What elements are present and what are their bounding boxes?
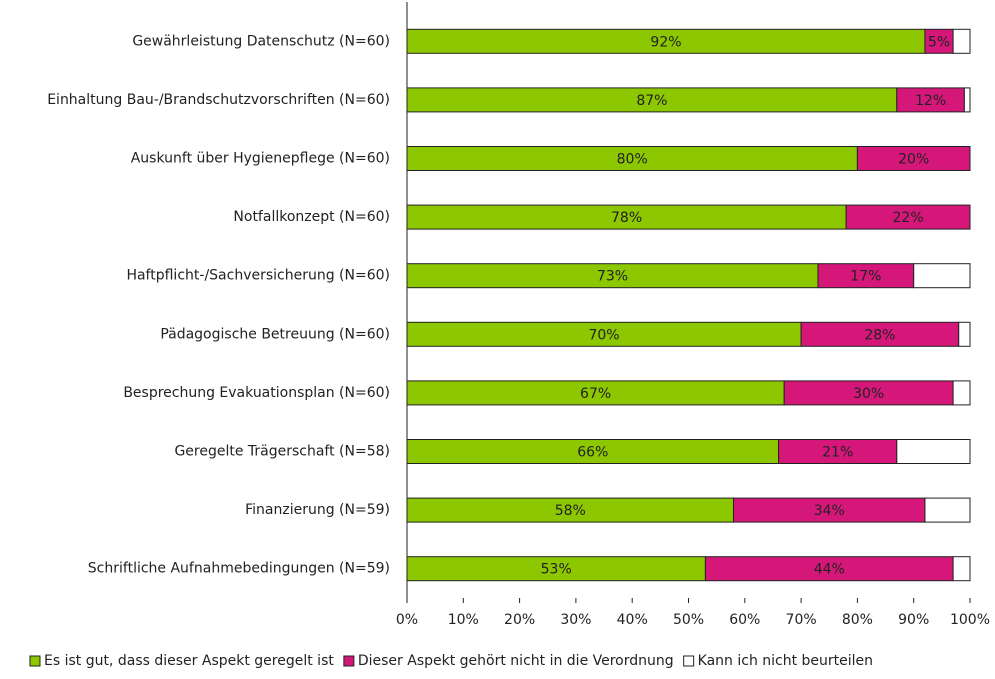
bar-segment (406, 380, 785, 406)
bar-segment (783, 380, 954, 406)
data-label: 87% (636, 93, 667, 109)
y-tick-label: Auskunft über Hygienepflege (N=60) (131, 151, 390, 167)
bar-segment (406, 87, 898, 113)
data-label: 80% (617, 152, 648, 168)
bar-segment (406, 28, 926, 54)
bar-segment (856, 146, 971, 171)
x-tick-label: 10% (448, 612, 479, 628)
data-label: 21% (822, 445, 853, 461)
bar-segment (406, 146, 858, 171)
data-label: 30% (853, 386, 884, 402)
legend-swatch (343, 655, 355, 667)
data-label: 44% (814, 562, 845, 578)
x-tick-label: 70% (786, 612, 817, 628)
bar-segment (817, 263, 915, 289)
data-label: 67% (580, 386, 611, 402)
bar-segment (896, 87, 965, 113)
x-tick-label: 40% (617, 612, 648, 628)
bar-segment (952, 28, 971, 54)
data-label: 92% (650, 34, 681, 50)
bar-segment (924, 497, 971, 523)
x-tick-label: 60% (729, 612, 760, 628)
bar-segment (963, 87, 971, 113)
data-label: 78% (611, 210, 642, 226)
data-label: 34% (814, 503, 845, 519)
y-tick-label: Finanzierung (N=59) (245, 502, 390, 518)
bar-segment (924, 28, 954, 54)
legend-swatch (683, 655, 695, 667)
data-label: 17% (850, 269, 881, 285)
bar-segment (952, 380, 971, 406)
bar-segment (406, 263, 819, 289)
bar-segment (406, 204, 847, 230)
data-label: 12% (915, 93, 946, 109)
legend-label: Dieser Aspekt gehört nicht in die Verord… (358, 653, 674, 669)
bar-segment (778, 439, 898, 464)
legend-label: Kann ich nicht beurteilen (698, 653, 873, 669)
data-label: 5% (928, 34, 950, 50)
bar-segment (704, 556, 954, 582)
y-tick-label: Pädagogische Betreuung (N=60) (160, 326, 390, 342)
x-tick-label: 100% (950, 612, 990, 628)
bar-segment (406, 439, 780, 464)
x-tick-label: 30% (560, 612, 591, 628)
data-label: 28% (864, 327, 895, 343)
data-label: 53% (541, 562, 572, 578)
x-tick-label: 0% (396, 612, 418, 628)
data-label: 73% (597, 269, 628, 285)
legend-swatch (29, 655, 41, 667)
bar-segment (406, 497, 735, 523)
y-tick-label: Gewährleistung Datenschutz (N=60) (132, 33, 390, 49)
bar-segment (845, 204, 971, 230)
y-tick-label: Haftpflicht-/Sachversicherung (N=60) (126, 268, 390, 284)
data-label: 22% (893, 210, 924, 226)
bar-segment (958, 321, 971, 347)
x-tick-label: 80% (842, 612, 873, 628)
data-label: 58% (555, 503, 586, 519)
bar-segment (913, 263, 971, 289)
y-tick-label: Notfallkonzept (N=60) (233, 209, 390, 225)
y-tick-label: Geregelte Trägerschaft (N=58) (174, 444, 390, 460)
data-label: 20% (898, 152, 929, 168)
data-label: 70% (588, 327, 619, 343)
bar-segment (406, 321, 802, 347)
y-tick-label: Besprechung Evakuationsplan (N=60) (123, 385, 390, 401)
bar-segment (733, 497, 926, 523)
data-label: 66% (577, 445, 608, 461)
bar-segment (896, 439, 971, 464)
x-tick-label: 90% (898, 612, 929, 628)
bar-segment (952, 556, 971, 582)
x-tick-label: 50% (673, 612, 704, 628)
y-tick-label: Schriftliche Aufnahmebedingungen (N=59) (88, 561, 390, 577)
x-tick-label: 20% (504, 612, 535, 628)
y-tick-label: Einhaltung Bau-/Brandschutzvorschriften … (47, 92, 390, 108)
legend-label: Es ist gut, dass dieser Aspekt geregelt … (44, 653, 334, 669)
